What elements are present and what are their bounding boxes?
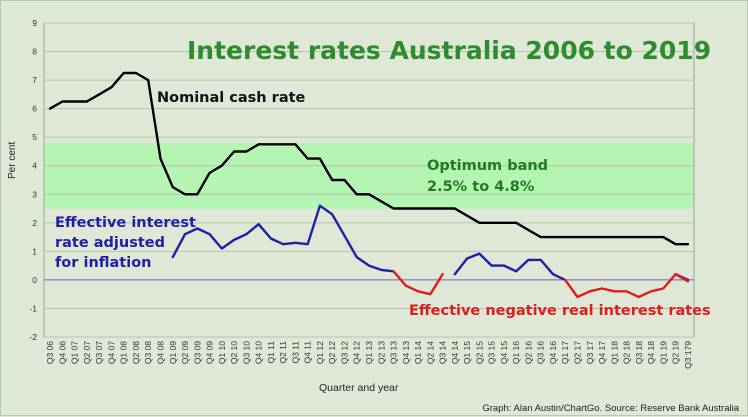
x-tick-label: Q3 08 bbox=[143, 341, 153, 364]
optimum-band-area bbox=[45, 142, 693, 209]
x-tick-label: Q4 07 bbox=[106, 341, 116, 364]
x-tick-label: Q3 07 bbox=[94, 341, 104, 364]
effective-series-label: Effective interest rate adjusted for inf… bbox=[55, 213, 196, 273]
x-tick-label: Q3 06 bbox=[45, 341, 55, 364]
x-tick-label: Q1 19 bbox=[658, 341, 668, 364]
y-tick-label: 6 bbox=[32, 104, 37, 114]
x-tick-label: Q2 15 bbox=[474, 341, 484, 364]
series-lines bbox=[48, 71, 690, 299]
x-tick-label: Q4 18 bbox=[646, 341, 656, 364]
optimum-band-label: Optimum band 2.5% to 4.8% bbox=[427, 156, 548, 198]
x-tick-label: Q1 07 bbox=[70, 341, 80, 364]
x-tick-label: Q4 09 bbox=[205, 341, 215, 364]
negative-rates-label: Effective negative real interest rates bbox=[409, 303, 711, 319]
x-tick-label: Q4 17 bbox=[597, 341, 607, 364]
band-label-line-2: 2.5% to 4.8% bbox=[427, 179, 535, 195]
x-tick-label: Q4 10 bbox=[254, 341, 264, 364]
negative-real-rate-line bbox=[392, 270, 444, 296]
gridlines bbox=[44, 22, 694, 338]
y-tick-label: 8 bbox=[32, 47, 37, 57]
x-axis-label: Quarter and year bbox=[319, 382, 399, 394]
x-tick-label: Q2 19 bbox=[671, 341, 681, 364]
y-tick-label: 2 bbox=[32, 218, 37, 228]
x-tick-label: Q2 07 bbox=[82, 341, 92, 364]
x-tick-label: Q2 12 bbox=[327, 341, 337, 364]
x-tick-label: Q3 09 bbox=[192, 341, 202, 364]
effective-label-line-3: for inflation bbox=[55, 255, 152, 271]
x-tick-label: Q4 13 bbox=[401, 341, 411, 364]
x-tick-label: Q4 08 bbox=[156, 341, 166, 364]
x-tick-label: Q3 18 bbox=[634, 341, 644, 364]
nominal-cash-rate-line bbox=[48, 71, 690, 246]
x-tick-label: Q2 14 bbox=[425, 341, 435, 364]
y-tick-label: 0 bbox=[32, 275, 37, 285]
x-tick-label: Q4 06 bbox=[57, 341, 67, 364]
x-tick-label: Q1 08 bbox=[119, 341, 129, 364]
x-tick-label: Q4 16 bbox=[548, 341, 558, 364]
effective-label-line-1: Effective interest bbox=[55, 215, 196, 231]
x-tick-label: Q3 14 bbox=[438, 341, 448, 364]
x-axis-ticks: Q3 06 Q4 06 Q1 07 Q2 07 Q3 07 Q4 07 Q1 08 Q2 08… bbox=[45, 341, 693, 369]
x-tick-label: Q2 08 bbox=[131, 341, 141, 364]
band-label-line-1: Optimum band bbox=[427, 158, 549, 174]
x-tick-label: Q2 17 bbox=[572, 341, 582, 364]
x-tick-label: Q3 179 bbox=[683, 341, 693, 369]
x-tick-label: Q3 16 bbox=[536, 341, 546, 364]
y-tick-label: 5 bbox=[32, 132, 37, 142]
x-tick-label: Q2 11 bbox=[278, 341, 288, 364]
y-tick-label: 4 bbox=[32, 161, 37, 171]
x-tick-label: Q2 18 bbox=[622, 341, 632, 364]
effective-rate-line bbox=[453, 252, 567, 282]
x-tick-label: Q4 12 bbox=[352, 341, 362, 364]
y-tick-label: 7 bbox=[32, 75, 37, 85]
x-tick-label: Q2 10 bbox=[229, 341, 239, 364]
y-axis-ticks: -2 -1 0 1 2 3 4 5 6 7 8 9 bbox=[29, 18, 37, 342]
x-tick-label: Q2 16 bbox=[523, 341, 533, 364]
y-tick-label: -1 bbox=[29, 303, 37, 313]
negative-real-rate-line bbox=[564, 273, 690, 299]
x-tick-label: Q1 11 bbox=[266, 341, 276, 364]
x-tick-label: Q3 11 bbox=[290, 341, 300, 364]
x-tick-label: Q1 13 bbox=[364, 341, 374, 364]
x-tick-label: Q1 14 bbox=[413, 341, 423, 364]
x-tick-label: Q4 11 bbox=[303, 341, 313, 364]
x-tick-label: Q4 14 bbox=[450, 341, 460, 364]
x-tick-label: Q1 18 bbox=[609, 341, 619, 364]
effective-rate-line bbox=[171, 204, 395, 273]
x-tick-label: Q1 17 bbox=[560, 341, 570, 364]
y-tick-label: 3 bbox=[32, 189, 37, 199]
x-tick-label: Q1 09 bbox=[168, 341, 178, 364]
x-tick-label: Q2 09 bbox=[180, 341, 190, 364]
x-tick-label: Q3 13 bbox=[389, 341, 399, 364]
y-tick-label: 9 bbox=[32, 18, 37, 28]
source-note: Graph: Alan Austin/ChartGo. Source: Rese… bbox=[482, 403, 739, 414]
x-tick-label: Q3 17 bbox=[585, 341, 595, 364]
x-tick-label: Q3 10 bbox=[241, 341, 251, 364]
y-tick-label: 1 bbox=[32, 246, 37, 256]
x-tick-label: Q1 16 bbox=[511, 341, 521, 364]
x-tick-label: Q1 10 bbox=[217, 341, 227, 364]
chart-title: Interest rates Australia 2006 to 2019 bbox=[187, 36, 712, 65]
x-tick-label: Q1 15 bbox=[462, 341, 472, 364]
nominal-series-label: Nominal cash rate bbox=[157, 90, 306, 106]
y-axis-label: Per cent bbox=[7, 141, 18, 179]
y-tick-label: -2 bbox=[29, 332, 37, 342]
x-tick-label: Q3 15 bbox=[487, 341, 497, 364]
x-tick-label: Q3 12 bbox=[339, 341, 349, 364]
effective-label-line-2: rate adjusted bbox=[55, 235, 165, 251]
x-tick-label: Q2 13 bbox=[376, 341, 386, 364]
x-tick-label: Q4 15 bbox=[499, 341, 509, 364]
x-tick-label: Q1 12 bbox=[315, 341, 325, 364]
